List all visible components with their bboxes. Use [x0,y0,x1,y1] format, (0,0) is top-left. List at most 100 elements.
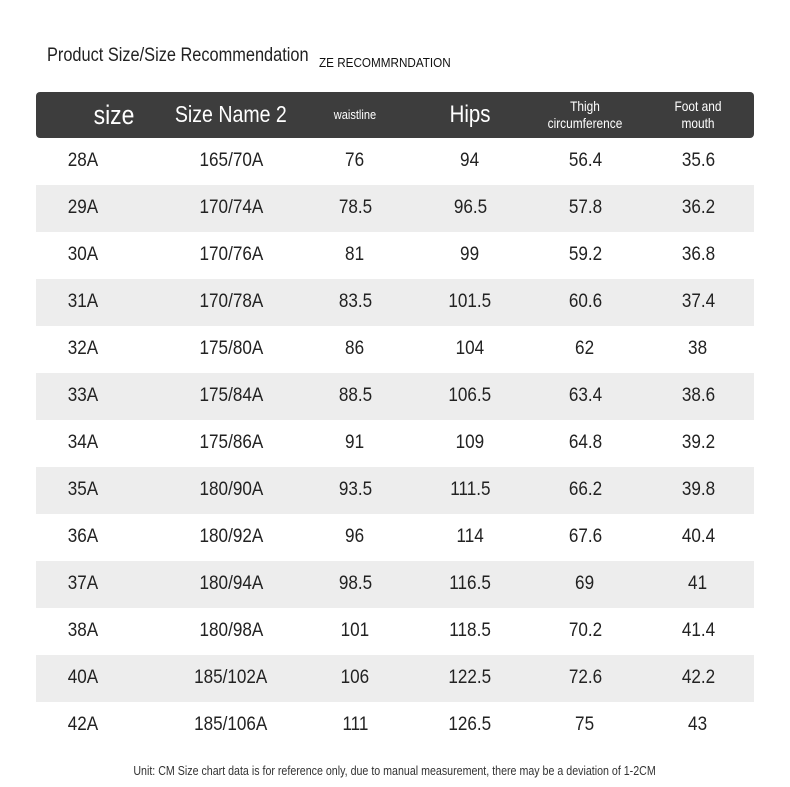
page-subtitle: ZE RECOMMRNDATION [319,55,451,70]
table-row: 38A 180/98A 101 118.5 70.2 41.4 [36,608,754,655]
cell-size-name: 180/90A [199,479,263,501]
cell-foot-mouth: 36.2 [681,197,715,219]
table-row: 42A 185/106A 111 126.5 75 43 [36,702,754,749]
cell-foot-mouth: 35.6 [681,150,715,172]
cell-size-name: 180/92A [199,526,263,548]
cell-thigh: 66.2 [568,479,602,501]
cell-hips: 106.5 [448,385,492,407]
cell-hips: 126.5 [448,714,492,736]
cell-hips: 109 [455,432,485,454]
cell-size: 40A [67,667,99,689]
cell-thigh: 57.8 [568,197,602,219]
cell-hips: 122.5 [448,667,492,689]
cell-hips: 111.5 [449,479,491,501]
table-header: size Size Name 2 waistline Hips Thigh ci… [36,92,754,138]
cell-size: 30A [67,244,99,266]
footnote: Unit: CM Size chart data is for referenc… [133,763,657,778]
cell-thigh: 72.6 [568,667,602,689]
cell-waistline: 98.5 [338,573,372,595]
table-row: 36A 180/92A 96 114 67.6 40.4 [36,514,754,561]
cell-hips: 99 [460,244,480,266]
cell-hips: 96.5 [453,197,487,219]
cell-size-name: 165/70A [199,150,263,172]
cell-size-name: 170/76A [199,244,263,266]
cell-waistline: 88.5 [338,385,372,407]
cell-foot-mouth: 41.4 [681,620,715,642]
table-row: 31A 170/78A 83.5 101.5 60.6 37.4 [36,279,754,326]
header-thigh: Thigh circumference [547,98,623,131]
cell-size-name: 180/94A [199,573,263,595]
cell-thigh: 69 [575,573,595,595]
cell-thigh: 70.2 [568,620,602,642]
page-title: Product Size/Size Recommendation [47,45,309,66]
cell-waistline: 78.5 [338,197,372,219]
cell-size-name: 170/78A [199,291,263,313]
cell-size-name: 180/98A [199,620,263,642]
table-row: 40A 185/102A 106 122.5 72.6 42.2 [36,655,754,702]
table-row: 29A 170/74A 78.5 96.5 57.8 36.2 [36,185,754,232]
cell-thigh: 64.8 [568,432,602,454]
cell-foot-mouth: 39.2 [681,432,715,454]
cell-thigh: 60.6 [568,291,602,313]
cell-size-name: 175/84A [199,385,263,407]
cell-size-name: 185/102A [194,667,268,689]
cell-size-name: 170/74A [199,197,263,219]
cell-foot-mouth: 40.4 [681,526,715,548]
header-waistline: waistline [333,107,377,123]
cell-size: 31A [67,291,99,313]
cell-waistline: 96 [345,526,365,548]
table-row: 32A 175/80A 86 104 62 38 [36,326,754,373]
cell-thigh: 63.4 [568,385,602,407]
header-size-name: Size Name 2 [175,101,287,128]
cell-waistline: 106 [340,667,370,689]
cell-foot-mouth: 42.2 [681,667,715,689]
cell-hips: 94 [460,150,480,172]
cell-waistline: 91 [345,432,365,454]
cell-size: 37A [67,573,99,595]
cell-hips: 116.5 [449,573,491,595]
cell-hips: 101.5 [448,291,492,313]
cell-hips: 118.5 [449,620,491,642]
table-row: 33A 175/84A 88.5 106.5 63.4 38.6 [36,373,754,420]
cell-waistline: 83.5 [338,291,372,313]
cell-size: 29A [67,197,99,219]
cell-size: 28A [67,150,99,172]
cell-foot-mouth: 37.4 [681,291,715,313]
table-row: 34A 175/86A 91 109 64.8 39.2 [36,420,754,467]
cell-waistline: 86 [345,338,365,360]
cell-thigh: 67.6 [568,526,602,548]
cell-size: 38A [67,620,99,642]
table-body: 28A 165/70A 76 94 56.4 35.6 29A 170/74A 78.5 96.5… [36,138,754,749]
cell-size: 42A [67,714,99,736]
header-foot-mouth: Foot and mouth [674,98,722,131]
table-row: 28A 165/70A 76 94 56.4 35.6 [36,138,754,185]
cell-size: 33A [67,385,99,407]
cell-foot-mouth: 41 [688,573,708,595]
cell-size-name: 185/106A [194,714,268,736]
cell-hips: 104 [455,338,485,360]
cell-waistline: 111 [341,714,368,736]
cell-thigh: 56.4 [568,150,602,172]
cell-waistline: 93.5 [338,479,372,501]
cell-waistline: 101 [340,620,370,642]
cell-foot-mouth: 36.8 [681,244,715,266]
size-table: size Size Name 2 waistline Hips Thigh ci… [36,92,754,749]
header-size: size [93,99,135,130]
cell-size: 35A [67,479,99,501]
cell-thigh: 62 [575,338,595,360]
cell-waistline: 76 [345,150,365,172]
cell-thigh: 75 [575,714,595,736]
table-row: 37A 180/94A 98.5 116.5 69 41 [36,561,754,608]
header-hips: Hips [449,100,491,128]
cell-hips: 114 [456,526,484,548]
cell-thigh: 59.2 [568,244,602,266]
table-row: 35A 180/90A 93.5 111.5 66.2 39.8 [36,467,754,514]
cell-size-name: 175/80A [199,338,263,360]
cell-size: 34A [67,432,99,454]
cell-foot-mouth: 39.8 [681,479,715,501]
cell-waistline: 81 [345,244,365,266]
cell-foot-mouth: 38 [688,338,708,360]
cell-foot-mouth: 38.6 [681,385,715,407]
table-row: 30A 170/76A 81 99 59.2 36.8 [36,232,754,279]
cell-size-name: 175/86A [199,432,263,454]
